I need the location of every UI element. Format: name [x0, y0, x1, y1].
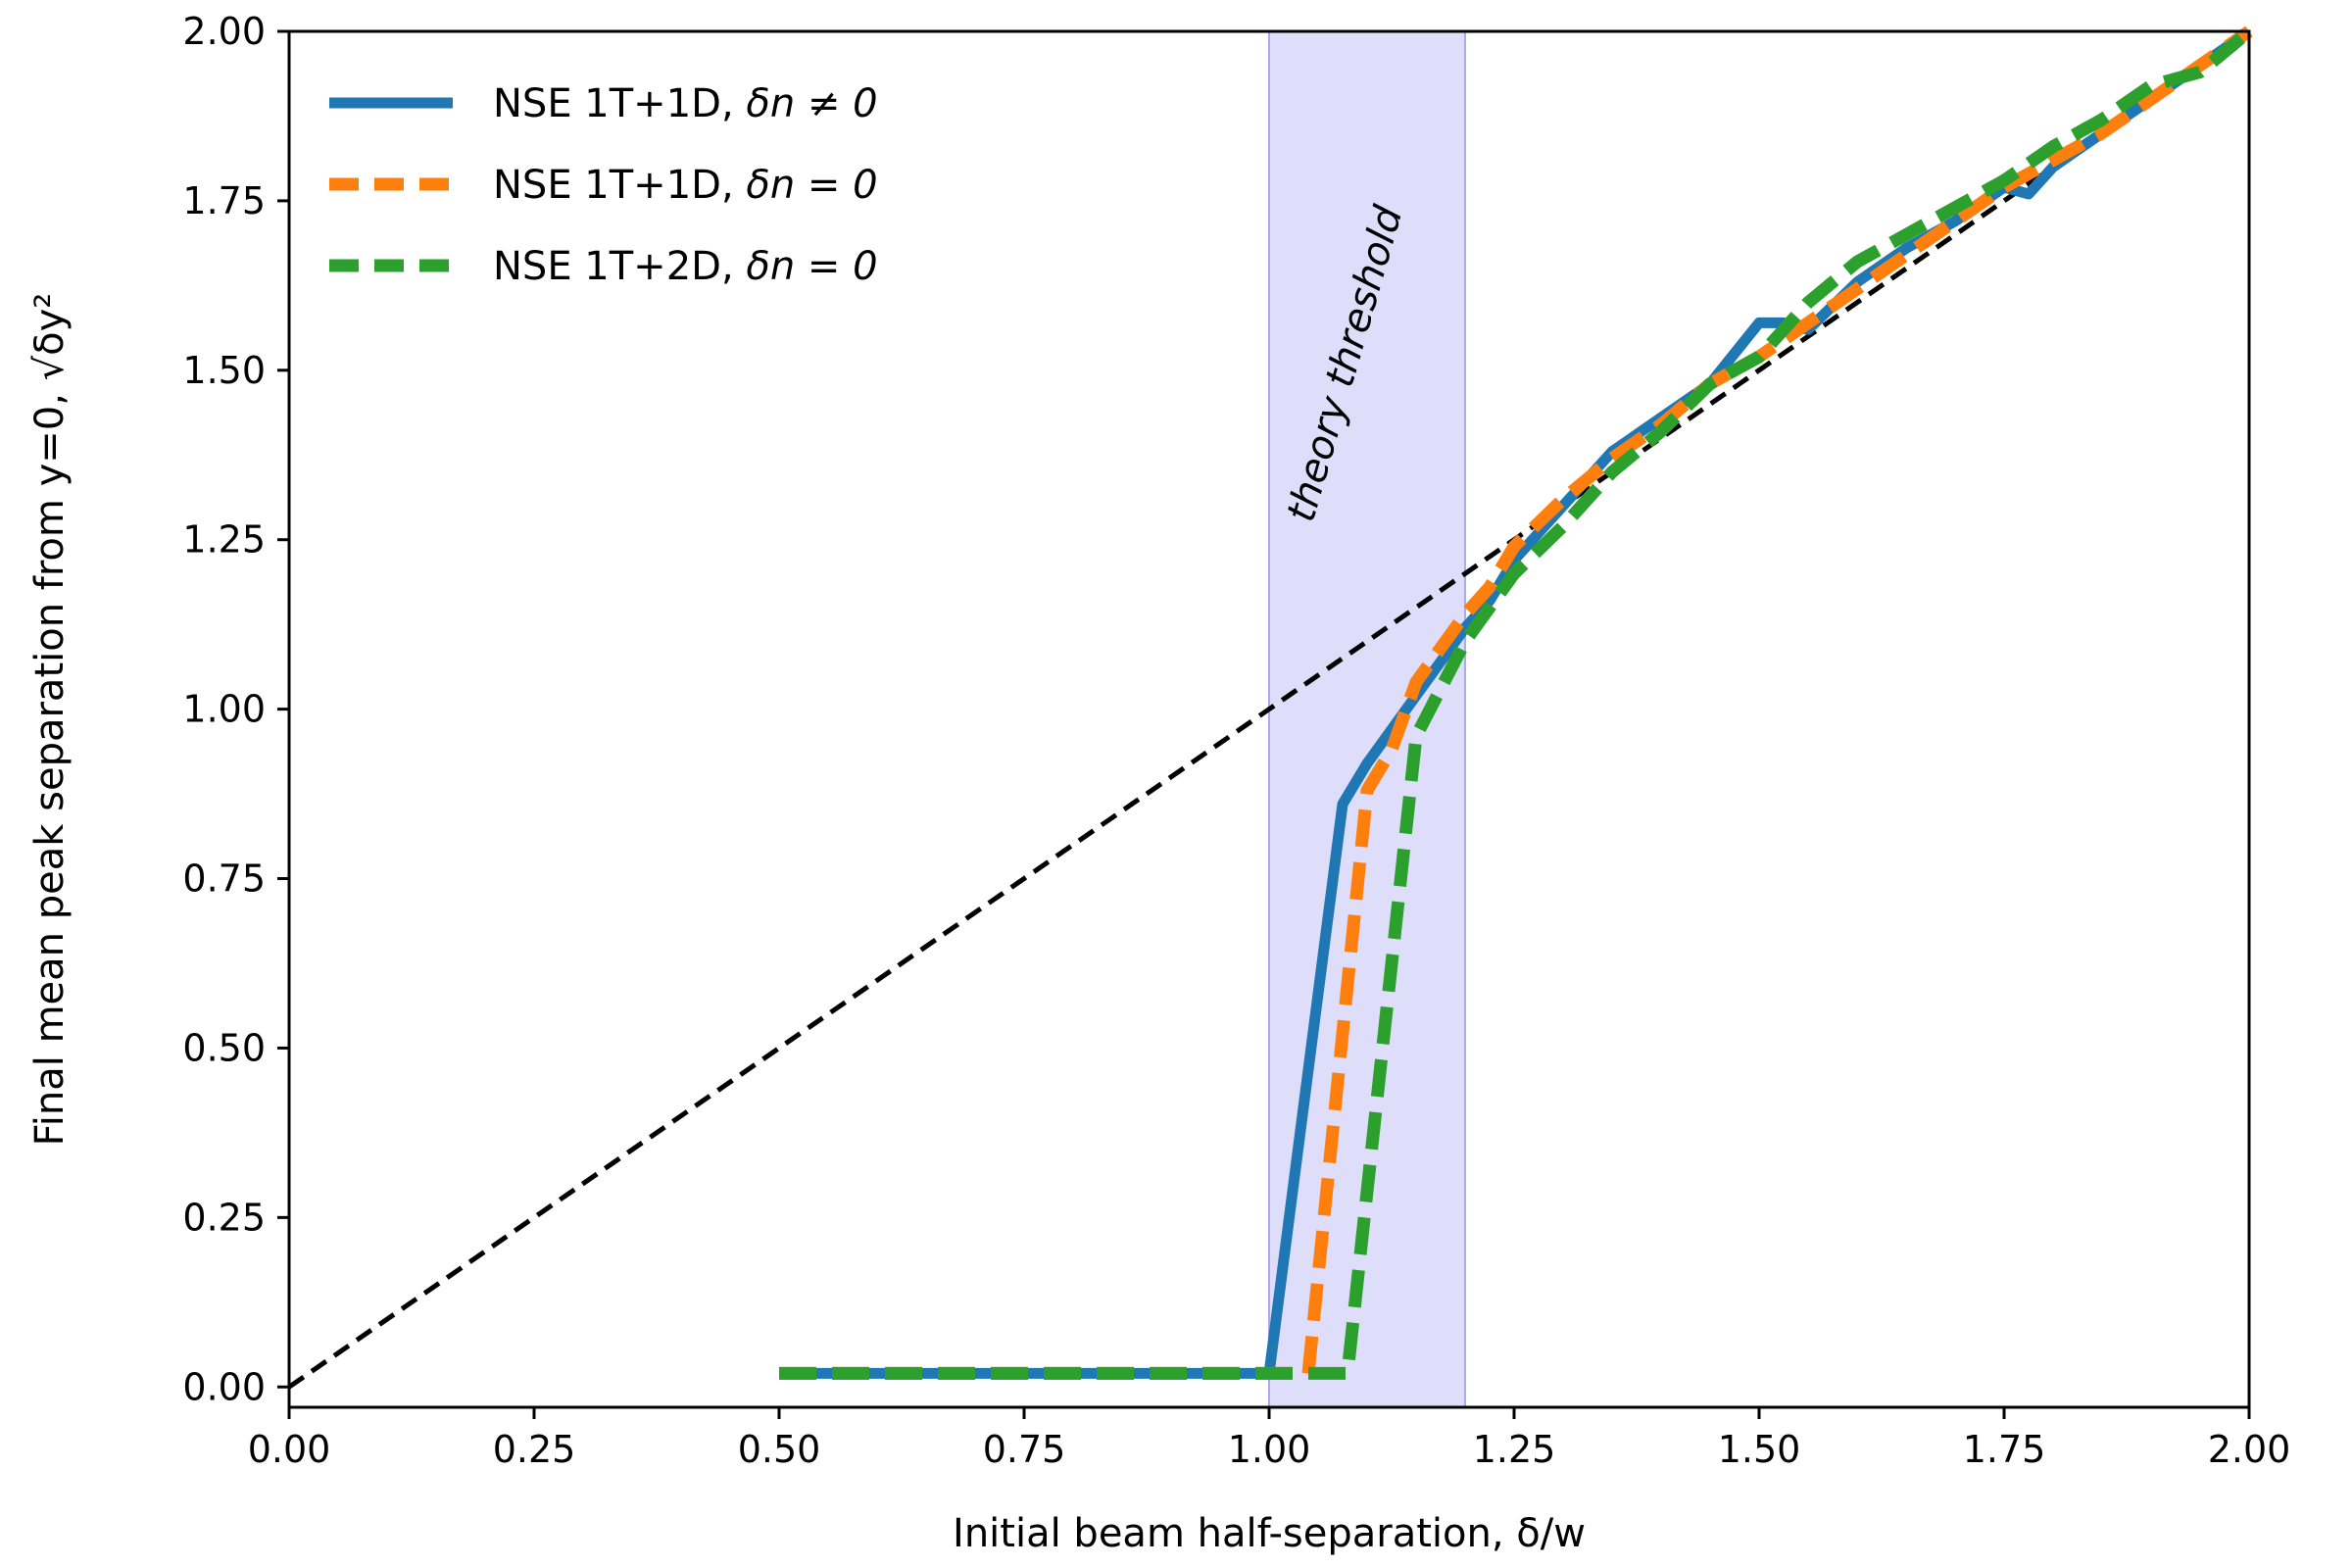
y-tick-label: 0.50 [182, 1026, 266, 1069]
series-line-3 [779, 25, 2254, 1380]
x-tick-label: 1.50 [1718, 1428, 1801, 1471]
series-layer [779, 25, 2254, 1380]
x-axis-ticks: 0.00 0.25 0.50 0.75 1.00 1.25 1.50 1.75 2.00 [248, 1407, 2291, 1471]
y-axis-ticks: 0.00 0.25 0.50 0.75 1.00 1.25 1.50 1.75 2.00 [182, 10, 289, 1408]
y-tick-label: 1.00 [182, 688, 266, 731]
x-tick-label: 1.25 [1473, 1428, 1556, 1471]
y-tick-label: 0.75 [182, 858, 266, 901]
legend: NSE 1T+1D, δn ≠ 0 NSE 1T+1D, δn = 0 NSE 1T… [329, 81, 878, 289]
legend-label-1: NSE 1T+1D, δn ≠ 0 [493, 81, 878, 126]
reference-line-layer [287, 28, 2251, 1390]
x-tick-label: 0.75 [983, 1428, 1066, 1471]
reference-line [287, 28, 2251, 1390]
y-tick-label: 1.25 [182, 518, 266, 562]
x-tick-label: 0.00 [248, 1428, 331, 1471]
y-tick-label: 2.00 [182, 10, 266, 53]
y-tick-label: 0.25 [182, 1196, 266, 1239]
x-tick-label: 0.25 [493, 1428, 576, 1471]
x-tick-label: 1.00 [1228, 1428, 1311, 1471]
legend-label-2: NSE 1T+1D, δn = 0 [493, 163, 878, 208]
y-axis-label: Final mean peak separation from y=0, √δy… [27, 293, 73, 1147]
y-tick-label: 1.50 [182, 349, 266, 392]
y-tick-label: 0.00 [182, 1365, 266, 1408]
y-tick-label: 1.75 [182, 179, 266, 222]
x-tick-label: 2.00 [2208, 1428, 2291, 1471]
x-tick-label: 1.75 [1963, 1428, 2046, 1471]
x-tick-label: 0.50 [738, 1428, 821, 1471]
x-axis-label: Initial beam half-separation, δ/w [953, 1511, 1586, 1556]
legend-label-3: NSE 1T+2D, δn = 0 [493, 244, 878, 289]
